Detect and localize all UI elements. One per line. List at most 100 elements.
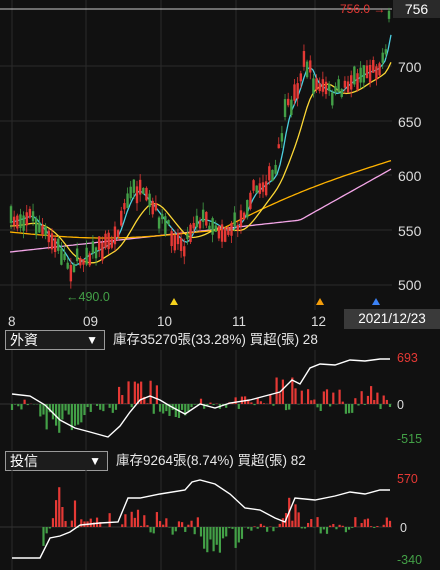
foreign-scale-top: 693 xyxy=(397,351,418,365)
foreign-bar xyxy=(39,404,42,417)
trust-bar xyxy=(259,523,262,527)
investment-trust-chart[interactable]: 570 0 -340 xyxy=(0,470,440,570)
trust-bar xyxy=(266,527,269,532)
foreign-bar xyxy=(70,404,73,431)
ma120-line xyxy=(9,168,392,253)
trust-bar xyxy=(300,527,303,529)
foreign-investor-chart[interactable]: 693 0 -515 xyxy=(0,350,440,450)
foreign-bar xyxy=(149,380,152,404)
trust-bar xyxy=(108,513,111,527)
candle-body xyxy=(53,238,57,252)
candle-body xyxy=(19,214,22,229)
candle-body xyxy=(343,80,347,88)
foreign-bar xyxy=(278,393,281,404)
candle-body xyxy=(31,211,35,222)
candle-body xyxy=(142,187,145,194)
trust-bar xyxy=(351,527,354,528)
trust-bar xyxy=(218,527,221,553)
trust-bar xyxy=(347,527,351,530)
candle-body xyxy=(340,89,343,97)
candle-body xyxy=(208,225,211,230)
candle-body xyxy=(154,203,158,211)
foreign-bar xyxy=(370,386,373,404)
trust-bar xyxy=(272,527,275,532)
candle-body xyxy=(287,98,290,106)
foreign-bar xyxy=(272,404,275,406)
trust-bar xyxy=(181,522,184,527)
trust-bar xyxy=(149,527,152,533)
high-price-marker: 756.0 → xyxy=(340,2,385,16)
ma60-line xyxy=(9,159,392,239)
candle-body xyxy=(179,238,183,251)
foreign-bar xyxy=(174,404,177,417)
foreign-cumulative-line xyxy=(11,358,390,438)
foreign-bar xyxy=(250,402,253,404)
trust-bar xyxy=(385,517,388,527)
x-tick-dec: 12 xyxy=(311,314,326,329)
foreign-bar xyxy=(83,404,86,416)
trust-bar xyxy=(184,527,187,532)
trust-bar xyxy=(341,525,344,527)
trust-bar xyxy=(256,527,259,529)
trust-bar xyxy=(51,518,55,527)
foreign-bar xyxy=(121,395,124,404)
trust-bar xyxy=(215,527,218,545)
foreign-bar xyxy=(77,404,80,425)
candle-body xyxy=(35,218,38,235)
candle-body xyxy=(331,92,334,106)
candle-body xyxy=(85,247,88,265)
candle-body xyxy=(205,211,208,226)
foreign-bar xyxy=(388,404,392,407)
candle-body xyxy=(236,224,239,231)
trust-bar xyxy=(221,527,225,539)
candle-body xyxy=(334,86,337,93)
candle-body xyxy=(224,227,227,242)
event-marker-blue xyxy=(372,298,380,305)
foreign-bar xyxy=(284,404,288,411)
candle-body xyxy=(249,192,252,209)
candle-body xyxy=(82,259,85,265)
foreign-bar xyxy=(307,389,310,404)
candle-body xyxy=(38,222,41,233)
trust-bar xyxy=(388,520,392,527)
foreign-holdings-info: 庫存35270張(33.28%) 買超(張) 28 xyxy=(113,332,318,347)
candle-body xyxy=(9,206,13,224)
x-tick-nov: 11 xyxy=(232,314,246,329)
foreign-bar xyxy=(133,381,136,404)
foreign-bar xyxy=(316,404,319,408)
candle-body xyxy=(12,216,16,226)
trust-bar xyxy=(193,527,196,535)
foreign-bar xyxy=(281,379,284,404)
foreign-bar xyxy=(329,404,332,407)
trust-bar xyxy=(329,525,332,527)
candle-body xyxy=(214,225,217,232)
foreign-bar xyxy=(379,404,382,409)
candle-body xyxy=(104,233,107,248)
trust-bar xyxy=(332,523,335,527)
candle-body xyxy=(47,230,50,243)
trust-bar xyxy=(130,511,133,527)
event-marker-yellow xyxy=(170,298,178,305)
candle-body xyxy=(164,216,167,235)
foreign-bar xyxy=(20,404,23,410)
trust-bar xyxy=(136,509,140,527)
candle-body xyxy=(255,185,258,193)
foreign-investor-select[interactable]: 外資 ▼ xyxy=(5,330,105,350)
candle-body xyxy=(239,210,243,227)
candle-body xyxy=(315,78,318,90)
candle-body xyxy=(246,200,249,218)
candle-body xyxy=(16,215,19,229)
candle-body xyxy=(381,52,384,63)
trust-bar xyxy=(253,526,256,527)
foreign-bar xyxy=(196,404,199,405)
foreign-bar xyxy=(237,404,240,409)
candlestick-chart[interactable]: 700 650 600 550 500 8 09 10 11 12 756.0 … xyxy=(0,0,440,330)
trust-bar xyxy=(231,527,234,529)
investment-trust-select[interactable]: 投信 ▼ xyxy=(5,451,108,471)
trust-bar xyxy=(121,524,124,527)
trust-bar xyxy=(234,527,237,548)
y-tick-700: 700 xyxy=(398,59,422,75)
trust-bar xyxy=(168,527,171,528)
foreign-bar xyxy=(181,404,184,410)
candle-body xyxy=(183,246,186,257)
